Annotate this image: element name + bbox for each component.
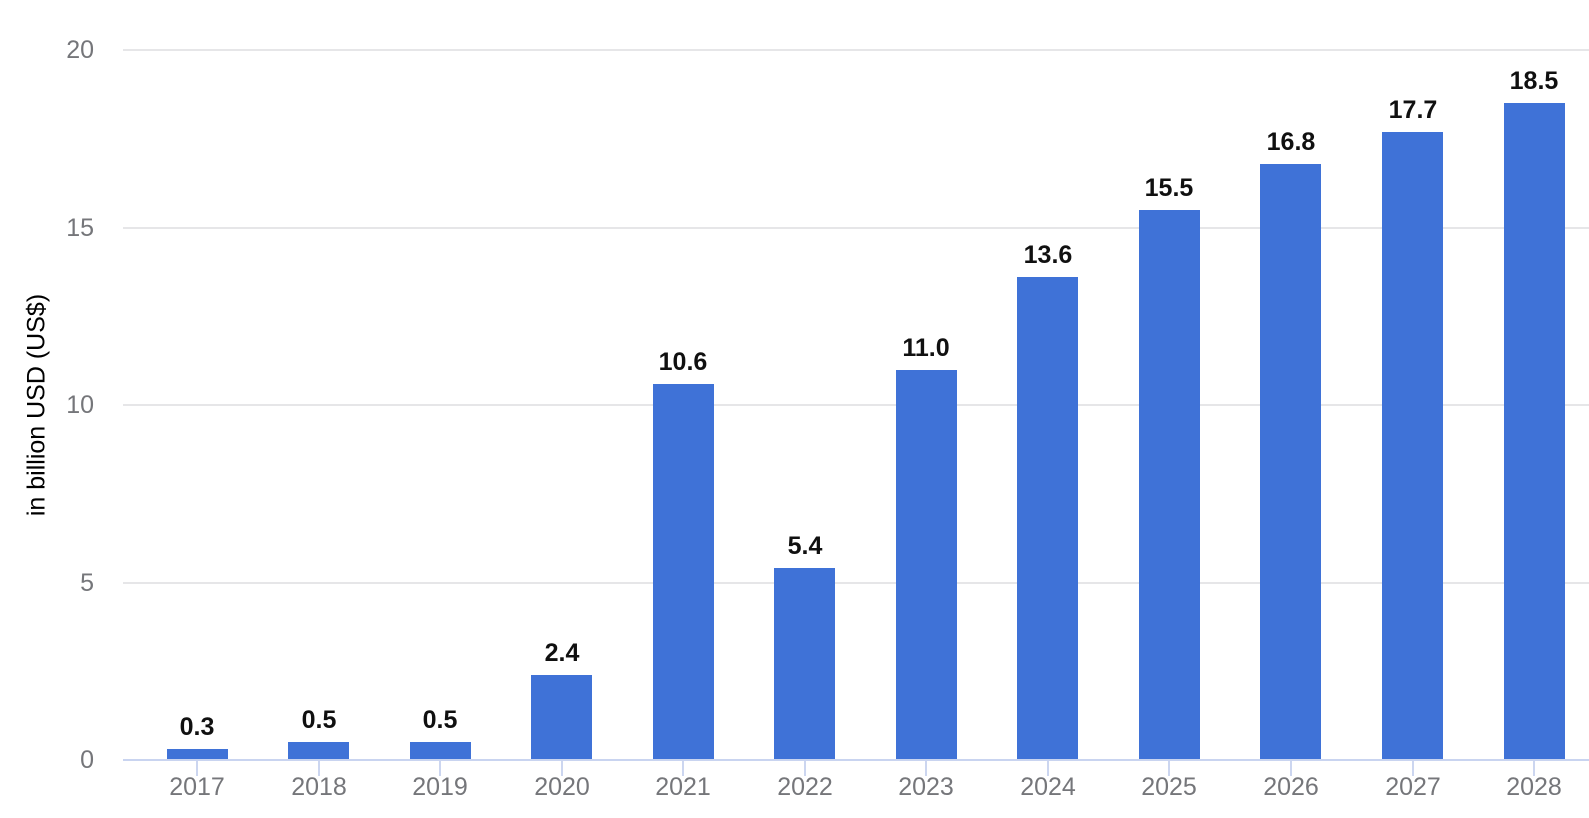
y-axis-tick-label: 15 [66,214,94,242]
y-axis-tick-label: 20 [66,36,94,64]
bar-2021[interactable] [653,384,714,759]
x-axis-tick-mark [925,761,927,776]
y-axis-tick-label: 10 [66,391,94,419]
bar-2023[interactable] [896,370,957,760]
x-axis-tick-mark [1168,761,1170,776]
x-axis-tick-label-2019: 2019 [412,773,468,801]
bar-2018[interactable] [288,742,349,759]
bar-2022[interactable] [774,568,835,759]
bar-2024[interactable] [1017,277,1078,759]
bar-value-label-2022: 5.4 [787,532,823,560]
x-axis-tick-label-2017: 2017 [169,773,225,801]
x-axis-tick-mark [1533,761,1535,776]
bar-2019[interactable] [410,742,471,759]
bar-2025[interactable] [1139,210,1200,759]
x-axis-tick-mark [439,761,441,776]
gridline-20 [123,49,1589,51]
bar-value-label-2017: 0.3 [179,713,215,741]
x-axis-tick-label-2023: 2023 [898,773,954,801]
x-axis-line [123,759,1589,761]
bar-value-label-2027: 17.7 [1388,96,1438,124]
x-axis-tick-label-2025: 2025 [1141,773,1197,801]
x-axis-tick-mark [561,761,563,776]
x-axis-tick-label-2018: 2018 [291,773,347,801]
gridline-5 [123,582,1589,584]
x-axis-tick-mark [1290,761,1292,776]
x-axis-tick-label-2021: 2021 [655,773,711,801]
gridline-15 [123,227,1589,229]
bar-value-label-2020: 2.4 [544,639,580,667]
x-axis-tick-label-2024: 2024 [1020,773,1076,801]
x-axis-tick-label-2027: 2027 [1385,773,1441,801]
bar-2027[interactable] [1382,132,1443,759]
x-axis-tick-mark [1047,761,1049,776]
bar-value-label-2028: 18.5 [1509,67,1559,95]
bar-value-label-2018: 0.5 [301,706,337,734]
bar-value-label-2023: 11.0 [902,334,950,362]
bar-2017[interactable] [167,749,228,759]
x-axis-tick-mark [196,761,198,776]
bar-value-label-2025: 15.5 [1144,174,1194,202]
x-axis-tick-label-2026: 2026 [1263,773,1319,801]
x-axis-tick-label-2028: 2028 [1506,773,1562,801]
x-axis-tick-mark [1412,761,1414,776]
gridline-10 [123,404,1589,406]
x-axis-tick-label-2022: 2022 [777,773,833,801]
x-axis-tick-mark [682,761,684,776]
bar-value-label-2024: 13.6 [1023,241,1073,269]
bar-value-label-2021: 10.6 [658,348,708,376]
x-axis-tick-mark [318,761,320,776]
bar-2020[interactable] [531,675,592,759]
x-axis-tick-label-2020: 2020 [534,773,590,801]
bar-2028[interactable] [1504,103,1565,759]
bar-value-label-2026: 16.8 [1266,128,1316,156]
y-axis-tick-label: 5 [80,569,94,597]
bar-2026[interactable] [1260,164,1321,759]
x-axis-tick-mark [804,761,806,776]
bar-value-label-2019: 0.5 [422,706,458,734]
y-axis-tick-label: 0 [80,746,94,774]
